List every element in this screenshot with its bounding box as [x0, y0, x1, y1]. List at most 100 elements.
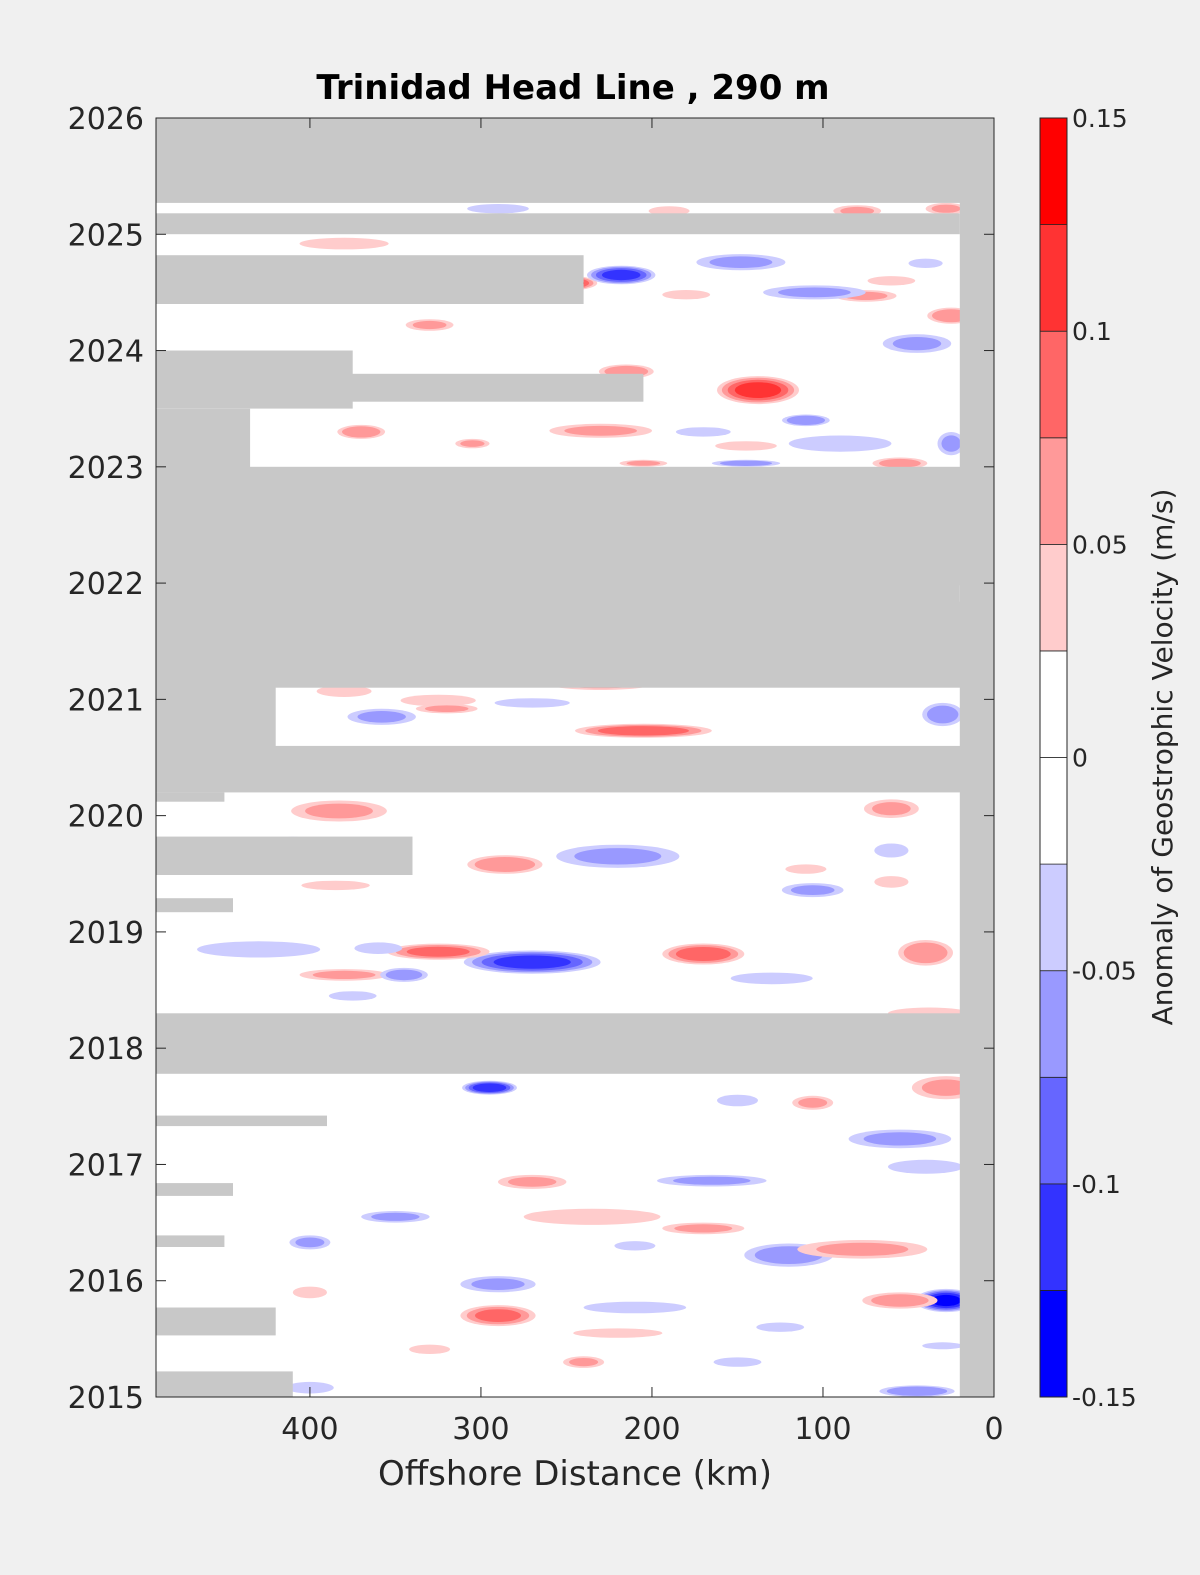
- anomaly-feature: [299, 237, 389, 250]
- anomaly-contour: [863, 1132, 937, 1146]
- anomaly-feature: [556, 844, 680, 868]
- anomaly-contour: [717, 1094, 758, 1107]
- x-tick-label: 300: [452, 1412, 509, 1447]
- anomaly-contour: [424, 705, 469, 712]
- anomaly-contour: [871, 1294, 929, 1307]
- anomaly-contour: [471, 1278, 525, 1290]
- y-tick-label: 2017: [68, 1148, 144, 1183]
- anomaly-contour: [508, 1177, 557, 1187]
- anomaly-contour: [564, 425, 637, 436]
- colorbar-tick-label: 0.15: [1072, 104, 1128, 133]
- anomaly-contour: [406, 946, 470, 957]
- colorbar-label: Anomaly of Geostrophic Velocity (m/s): [1146, 489, 1179, 1026]
- anomaly-contour: [472, 1083, 507, 1092]
- anomaly-contour: [922, 1342, 964, 1350]
- anomaly-feature: [455, 438, 490, 449]
- x-tick-label: 0: [984, 1412, 1003, 1447]
- colorbar-cell: [1039, 1183, 1068, 1291]
- missing-data-band: [156, 1013, 994, 1074]
- anomaly-contour: [523, 1208, 661, 1225]
- anomaly-contour: [601, 269, 641, 281]
- anomaly-feature: [316, 685, 372, 697]
- anomaly-feature: [467, 204, 529, 214]
- missing-data-band: [156, 213, 960, 235]
- anomaly-feature: [549, 423, 652, 438]
- anomaly-feature: [662, 943, 745, 965]
- anomaly-feature: [867, 276, 916, 286]
- anomaly-contour: [301, 880, 370, 891]
- anomaly-contour: [715, 441, 777, 451]
- anomaly-contour: [305, 803, 373, 819]
- anomaly-feature: [862, 1292, 938, 1309]
- anomaly-contour: [879, 458, 921, 468]
- colorbar-cell: [1039, 543, 1068, 652]
- colorbar-tick-label: 0.1: [1072, 317, 1112, 346]
- colorbar-cell: [1039, 1076, 1068, 1185]
- anomaly-feature: [587, 265, 656, 285]
- anomaly-feature: [922, 702, 964, 727]
- anomaly-contour: [597, 726, 690, 736]
- anomaly-contour: [295, 1237, 325, 1248]
- y-tick-label: 2021: [68, 683, 144, 718]
- anomaly-contour: [709, 256, 773, 269]
- missing-data-band: [156, 745, 994, 793]
- y-tick-label: 2019: [68, 916, 144, 951]
- colorbar-cell: [1039, 224, 1068, 332]
- colorbar-cell: [1039, 437, 1068, 545]
- x-tick-label: 200: [623, 1412, 680, 1447]
- colorbar-cell: [1039, 863, 1068, 972]
- missing-data-band: [156, 1307, 276, 1336]
- anomaly-contour: [494, 698, 570, 708]
- anomaly-contour: [756, 1322, 805, 1332]
- anomaly-contour: [674, 1224, 733, 1233]
- anomaly-feature: [494, 698, 570, 708]
- missing-data-band: [156, 792, 225, 802]
- anomaly-feature: [523, 1208, 661, 1225]
- colorbar-cell: [1039, 1290, 1068, 1398]
- anomaly-feature: [756, 1322, 805, 1332]
- y-tick-label: 2020: [68, 800, 144, 835]
- x-axis-label: Offshore Distance (km): [378, 1454, 772, 1494]
- anomaly-feature: [763, 285, 866, 300]
- anomaly-feature: [328, 991, 377, 1001]
- anomaly-contour: [874, 876, 909, 888]
- anomaly-contour: [662, 290, 711, 300]
- anomaly-contour: [892, 337, 942, 351]
- missing-data-band: [156, 1235, 225, 1247]
- anomaly-feature: [460, 1276, 536, 1293]
- anomaly-contour: [872, 802, 911, 816]
- anomaly-contour: [626, 460, 661, 466]
- anomaly-contour: [328, 991, 377, 1001]
- anomaly-contour: [673, 1176, 751, 1185]
- missing-data-band: [156, 1183, 233, 1196]
- anomaly-contour: [312, 970, 376, 980]
- anomaly-contour: [734, 382, 782, 398]
- anomaly-feature: [717, 376, 799, 405]
- x-tick-label: 400: [281, 1412, 338, 1447]
- anomaly-contour: [931, 204, 961, 213]
- anomaly-feature: [922, 1342, 964, 1350]
- anomaly-contour: [786, 415, 826, 425]
- missing-data-band: [156, 1115, 327, 1127]
- missing-data-band: [156, 408, 251, 473]
- anomaly-feature: [291, 800, 387, 822]
- anomaly-contour: [908, 258, 943, 268]
- anomaly-feature: [614, 1241, 656, 1251]
- anomaly-feature: [788, 435, 892, 452]
- x-tick-label: 100: [794, 1412, 851, 1447]
- colorbar-tick-label: 0.05: [1072, 530, 1128, 559]
- anomaly-contour: [778, 287, 851, 298]
- anomaly-feature: [730, 972, 813, 985]
- anomaly-feature: [713, 1357, 762, 1367]
- missing-data-band: [156, 685, 276, 749]
- anomaly-contour: [798, 1097, 828, 1108]
- missing-data-band: [156, 898, 233, 913]
- anomaly-feature: [662, 1222, 745, 1235]
- anomaly-contour: [874, 843, 909, 858]
- anomaly-feature: [874, 876, 909, 888]
- anomaly-feature: [386, 943, 490, 960]
- anomaly-feature: [415, 704, 478, 714]
- anomaly-contour: [941, 435, 961, 452]
- anomaly-contour: [614, 1241, 656, 1251]
